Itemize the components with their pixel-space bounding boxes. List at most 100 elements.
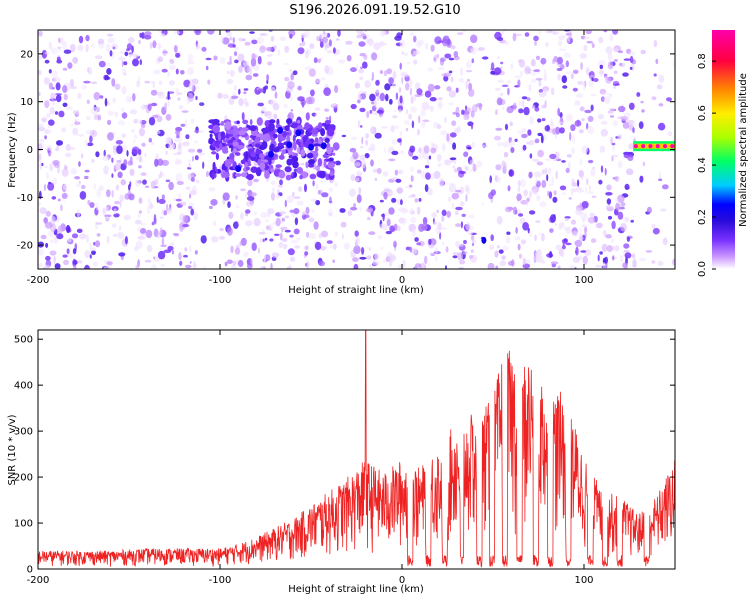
spectrogram-blob [114, 200, 121, 205]
spectrogram-blob [429, 97, 437, 102]
spectrogram-blob [188, 206, 193, 209]
spectrogram-blob [85, 129, 94, 135]
spectrogram-blob [140, 104, 148, 110]
spectrogram-blob [107, 62, 111, 68]
spectrogram-blob [151, 141, 155, 145]
spectrogram-blob [265, 218, 269, 223]
spectrogram-cluster-blob [315, 146, 319, 152]
spectrogram-blob [617, 160, 623, 169]
spectrogram-blob [320, 246, 327, 251]
spectrogram-blob [581, 118, 585, 122]
spectrogram-blob [145, 229, 153, 239]
spectrogram-blob [70, 123, 75, 127]
spectrogram-blob [315, 183, 319, 191]
spectrogram-blob [437, 163, 442, 167]
spectrogram-blob [566, 226, 571, 235]
spectrogram-blob [562, 85, 568, 89]
spectrogram-blob [374, 252, 381, 260]
spectrogram-blob [161, 159, 169, 166]
spectrogram-blob [238, 98, 244, 107]
spectrogram-blob [532, 158, 539, 162]
spectrogram-blob [195, 30, 200, 34]
spectrogram-blob [612, 120, 619, 127]
spectrogram-blob [185, 186, 191, 191]
spectrogram-blob [259, 45, 266, 53]
spectrogram-blob [381, 126, 389, 129]
spectrogram-blob [165, 150, 168, 155]
spectrogram-blob [328, 200, 333, 204]
spectrogram-blob [194, 155, 199, 161]
spectrogram-blob [132, 58, 139, 67]
spectrogram-blob [519, 179, 526, 188]
spectrogram-blob [653, 73, 657, 77]
spectrogram-blob [297, 47, 305, 55]
spectrogram-cluster-blob [277, 142, 285, 147]
spectrogram-blob [598, 179, 603, 185]
spectrogram-blob [413, 266, 420, 269]
spectrogram-blob [111, 189, 114, 198]
spectrogram-blob [85, 234, 89, 243]
spectrogram-blob [212, 220, 217, 227]
spectrogram-blob [66, 248, 70, 255]
spectrogram-blob [569, 264, 576, 269]
spectrogram-blob [658, 178, 663, 182]
spectrogram-blob [180, 123, 186, 127]
spectrogram-blob [104, 216, 110, 220]
spectrogram-blob [358, 68, 365, 74]
spectrogram-blob [587, 216, 596, 224]
spectrogram-cluster-blob [222, 171, 230, 178]
spectrogram-blob [442, 242, 445, 246]
spectrogram-blob [49, 106, 55, 115]
spectrogram-blob [564, 217, 569, 222]
x-tick-label: -100 [209, 275, 232, 286]
spectrogram-blob [416, 88, 423, 95]
spectrogram-blob [113, 213, 120, 218]
spectrogram-blob [323, 30, 326, 35]
spectrogram-blob [125, 95, 133, 103]
spectrogram-blob [48, 82, 54, 90]
colorbar-ticks: 0.00.20.40.60.8 [697, 53, 716, 277]
spectrogram-cluster-blob [232, 127, 240, 136]
spectrogram-blob [564, 52, 571, 59]
spectrogram-blob [62, 102, 68, 108]
spectrogram-blob [615, 202, 621, 211]
spectrogram-blob [188, 163, 191, 167]
spectrogram-blob [113, 208, 117, 215]
spectrogram-blob [518, 213, 524, 217]
spectrogram-blob [490, 234, 495, 242]
spectrogram-blob [354, 162, 361, 167]
spectrogram-blob [320, 230, 329, 238]
spectrogram-blob [465, 81, 468, 90]
spectrogram-blob [140, 222, 147, 226]
spectrogram-blob [206, 171, 209, 177]
spectrogram-cluster-blob [278, 154, 285, 160]
spectrogram-cluster-blob [246, 173, 254, 181]
spectrogram-blob [297, 85, 302, 91]
spectrogram-blob [220, 36, 224, 44]
spectrogram-blob [414, 198, 418, 203]
spectrogram-blob [393, 240, 397, 248]
spectrogram-blob [385, 93, 389, 102]
spectrogram-blob [167, 245, 174, 251]
spectrogram-blob [628, 102, 635, 111]
spectrogram-blob [612, 30, 619, 35]
spectrogram-blob [96, 106, 100, 113]
spectrogram-cluster-blob [278, 170, 286, 179]
spectrogram-cluster-blob [291, 155, 299, 163]
spectrogram-cluster-blob [224, 121, 232, 130]
spectrogram-blob [315, 165, 321, 172]
spectrogram-blob [580, 62, 583, 71]
spectrogram-blob [443, 159, 452, 166]
spectrogram-blob [467, 78, 470, 82]
spectrogram-blob [360, 66, 363, 70]
spectrogram-blob [52, 177, 58, 185]
spectrogram-blob [469, 159, 474, 166]
spectrogram-blob [597, 59, 606, 67]
spectrogram-blob [399, 62, 402, 70]
spectrogram-blob [571, 178, 575, 184]
spectrogram-blob [144, 31, 152, 37]
spectrogram-blob [588, 184, 591, 192]
spectrogram-blob [385, 230, 392, 235]
tone-peak [648, 144, 653, 149]
